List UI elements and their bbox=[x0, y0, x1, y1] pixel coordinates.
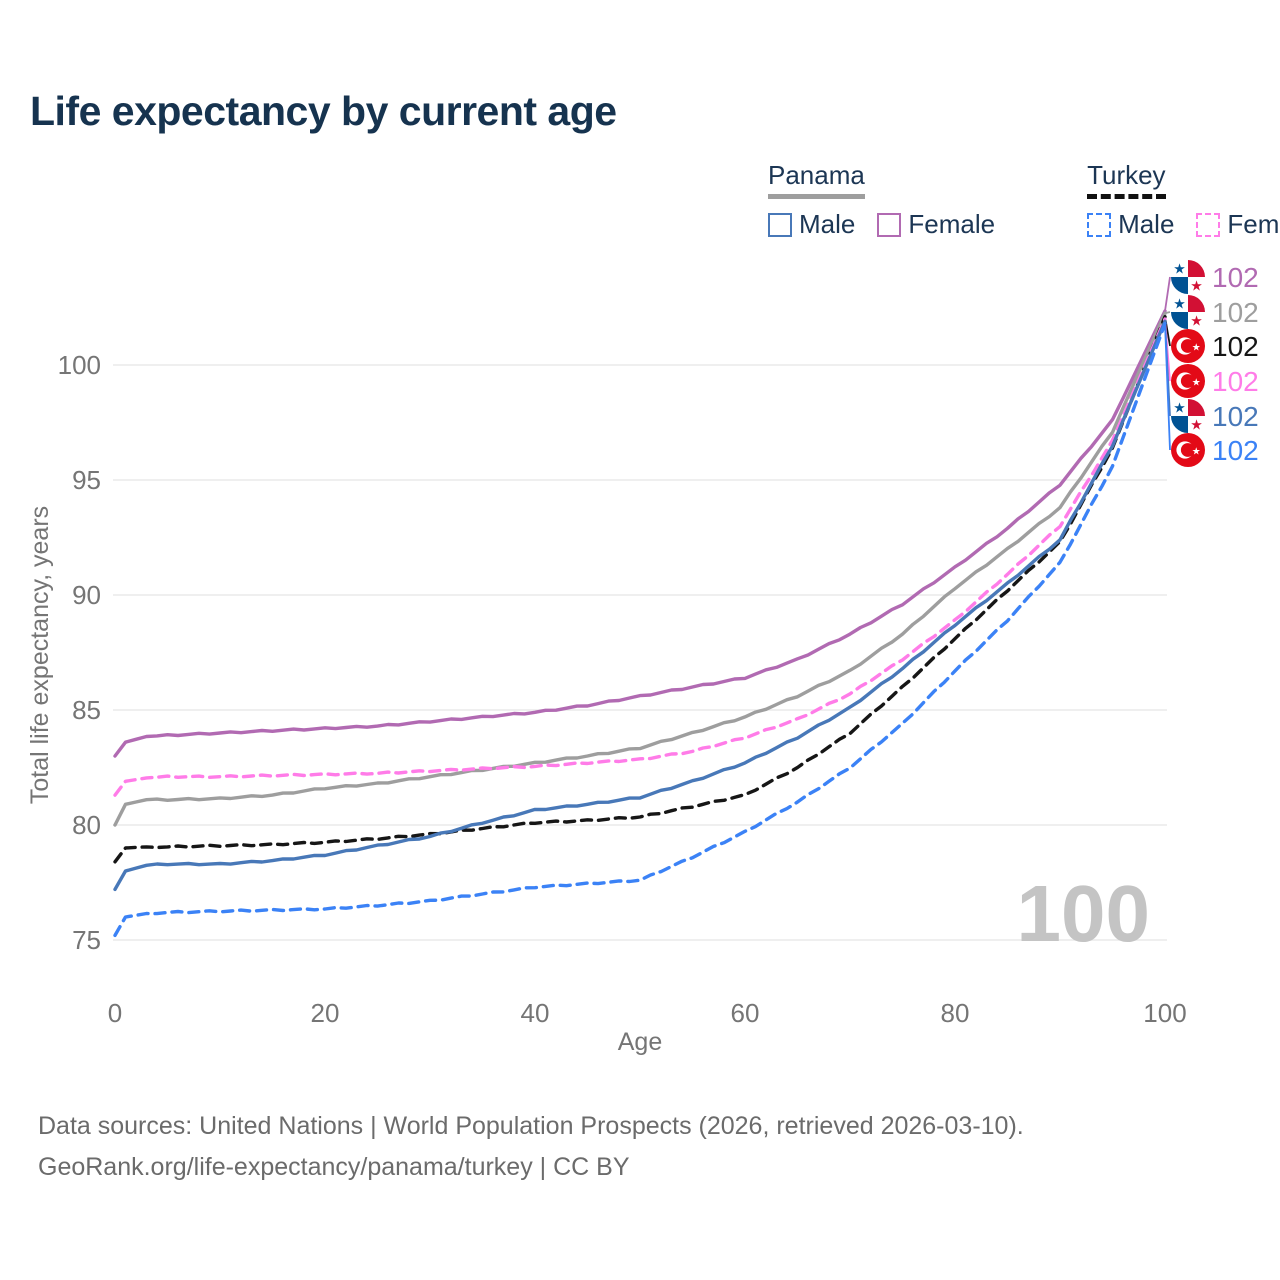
legend-items-row: Male Female bbox=[1087, 209, 1280, 240]
y-tick-label-80: 80 bbox=[72, 810, 101, 840]
footer-url-line: GeoRank.org/life-expectancy/panama/turke… bbox=[38, 1153, 630, 1181]
legend-group-turkey: Turkey Male Female bbox=[1087, 160, 1280, 240]
series-line-turkey-male bbox=[113, 321, 1167, 938]
legend-item-label: Male bbox=[799, 209, 856, 239]
legend-item-panama-female: Female bbox=[877, 209, 995, 240]
x-axis-label: Age bbox=[618, 1028, 662, 1056]
turkey-flag-icon: ★ bbox=[1171, 364, 1205, 398]
series-line-turkey-both-sexes bbox=[113, 315, 1167, 864]
end-value-label-panama-female: 102 bbox=[1212, 262, 1259, 293]
legend-swatch-icon bbox=[877, 212, 902, 237]
series-line-turkey-female bbox=[113, 317, 1167, 797]
svg-text:★: ★ bbox=[1173, 296, 1186, 312]
age-watermark: 100 bbox=[1017, 869, 1150, 958]
panama-flag-icon: ★★ bbox=[1171, 399, 1205, 433]
y-tick-label-85: 85 bbox=[72, 695, 101, 725]
leader-line-panama-both-sexes bbox=[1164, 311, 1171, 315]
x-tick-label-100: 100 bbox=[1143, 998, 1186, 1028]
svg-text:★: ★ bbox=[1192, 343, 1201, 354]
legend-item-turkey-male: Male bbox=[1087, 209, 1174, 240]
y-tick-label-100: 100 bbox=[58, 350, 101, 380]
turkey-flag-icon: ★ bbox=[1171, 433, 1205, 467]
legend-item-label: Female bbox=[1227, 209, 1280, 239]
footer-source-line: Data sources: United Nations | World Pop… bbox=[38, 1112, 1024, 1140]
x-tick-label-40: 40 bbox=[521, 998, 550, 1028]
y-tick-label-90: 90 bbox=[72, 580, 101, 610]
leader-line-turkey-male bbox=[1164, 323, 1171, 451]
svg-text:★: ★ bbox=[1192, 447, 1201, 458]
y-tick-label-75: 75 bbox=[72, 925, 101, 955]
legend-item-label: Female bbox=[908, 209, 996, 239]
footer: Data sources: United Nations | World Pop… bbox=[38, 1106, 1024, 1188]
legend-item-turkey-female: Female bbox=[1196, 209, 1280, 240]
legend-swatch-icon bbox=[1196, 212, 1221, 237]
legend-items-row: Male Female bbox=[768, 209, 995, 240]
series-line-panama-male bbox=[113, 319, 1167, 892]
legend: Panama Male Female Turkey Male Female bbox=[768, 160, 1280, 240]
series-line-panama-both-sexes bbox=[113, 311, 1167, 827]
svg-text:★: ★ bbox=[1190, 313, 1203, 329]
end-value-label-turkey-both-sexes: 102 bbox=[1212, 331, 1259, 362]
end-value-label-panama-both-sexes: 102 bbox=[1212, 297, 1259, 328]
x-tick-label-60: 60 bbox=[731, 998, 760, 1028]
end-value-label-panama-male: 102 bbox=[1212, 401, 1259, 432]
svg-text:★: ★ bbox=[1173, 261, 1186, 277]
svg-text:★: ★ bbox=[1190, 417, 1203, 433]
legend-swatch-icon bbox=[1087, 212, 1112, 237]
x-tick-label-0: 0 bbox=[108, 998, 122, 1028]
legend-swatch-icon bbox=[768, 212, 792, 237]
x-tick-label-20: 20 bbox=[311, 998, 340, 1028]
panama-flag-icon: ★★ bbox=[1171, 260, 1205, 294]
y-tick-label-95: 95 bbox=[72, 465, 101, 495]
x-tick-label-80: 80 bbox=[941, 998, 970, 1028]
panama-flag-icon: ★★ bbox=[1171, 295, 1205, 329]
page-title: Life expectancy by current age bbox=[30, 88, 617, 134]
series-line-panama-female bbox=[113, 309, 1167, 758]
y-axis-label: Total life expectancy, years bbox=[26, 506, 54, 804]
end-value-label-turkey-female: 102 bbox=[1212, 366, 1259, 397]
legend-header-panama: Panama bbox=[768, 160, 865, 199]
svg-text:★: ★ bbox=[1173, 400, 1186, 416]
end-value-label-turkey-male: 102 bbox=[1212, 435, 1259, 466]
svg-text:★: ★ bbox=[1192, 378, 1201, 389]
leader-line-panama-female bbox=[1164, 276, 1171, 312]
legend-header-turkey: Turkey bbox=[1087, 160, 1166, 199]
svg-text:★: ★ bbox=[1190, 278, 1203, 294]
legend-item-panama-male: Male bbox=[768, 209, 855, 240]
legend-item-label: Male bbox=[1118, 209, 1175, 239]
turkey-flag-icon: ★ bbox=[1171, 329, 1205, 363]
legend-group-panama: Panama Male Female bbox=[768, 160, 995, 240]
